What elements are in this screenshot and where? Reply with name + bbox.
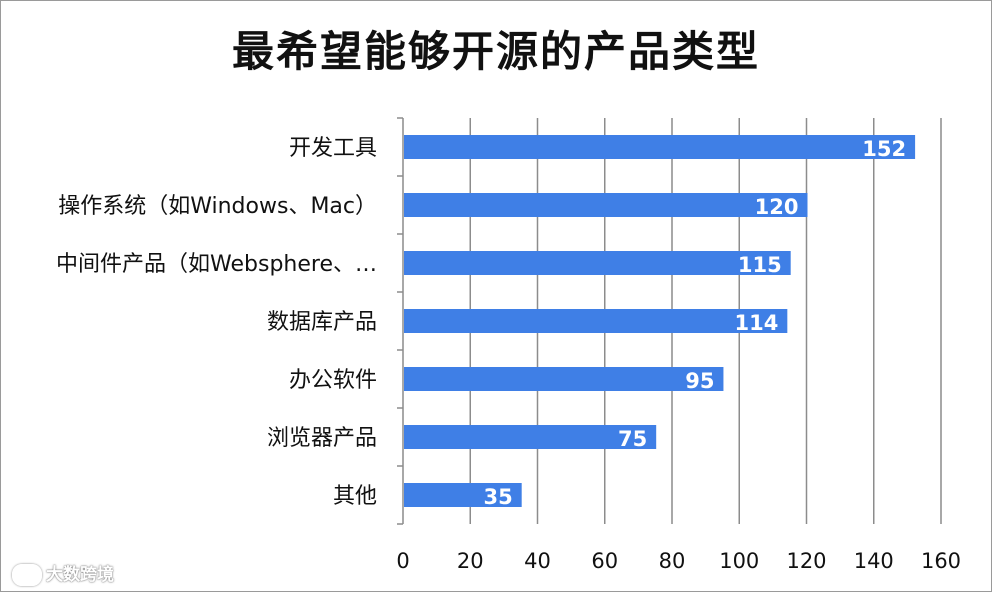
x-tick-label: 120 <box>786 549 826 573</box>
bar <box>404 251 791 275</box>
logo-icon <box>12 564 42 586</box>
category-label: 开发工具 <box>289 136 377 161</box>
watermark-text: 大数跨境 <box>46 565 114 585</box>
chart-title: 最希望能够开源的产品类型 <box>231 27 760 76</box>
x-tick-label: 60 <box>591 549 618 573</box>
bar <box>404 483 522 507</box>
data-label: 120 <box>755 195 799 219</box>
x-tick-label: 40 <box>524 549 551 573</box>
category-label: 中间件产品（如Websphere、… <box>56 252 377 277</box>
bar <box>404 193 808 217</box>
bar <box>404 135 916 159</box>
data-label: 152 <box>862 137 906 161</box>
data-label: 95 <box>685 369 714 393</box>
x-tick-label: 20 <box>457 549 484 573</box>
category-label: 数据库产品 <box>267 310 377 335</box>
data-label: 114 <box>734 311 778 335</box>
bar <box>404 425 657 449</box>
bar <box>404 367 724 391</box>
data-label: 75 <box>618 427 647 451</box>
x-tick-label: 100 <box>719 549 759 573</box>
category-label: 办公软件 <box>289 368 377 393</box>
x-tick-label: 140 <box>854 549 894 573</box>
watermark: 大数跨境 <box>12 560 114 586</box>
data-label: 115 <box>738 253 782 277</box>
data-label: 35 <box>483 485 512 509</box>
bar <box>404 309 788 333</box>
category-label: 浏览器产品 <box>267 426 377 451</box>
x-tick-label: 80 <box>659 549 686 573</box>
x-tick-label: 160 <box>921 549 961 573</box>
category-label: 其他 <box>333 484 377 509</box>
x-tick-label: 0 <box>396 549 409 573</box>
category-label: 操作系统（如Windows、Mac） <box>58 194 377 219</box>
